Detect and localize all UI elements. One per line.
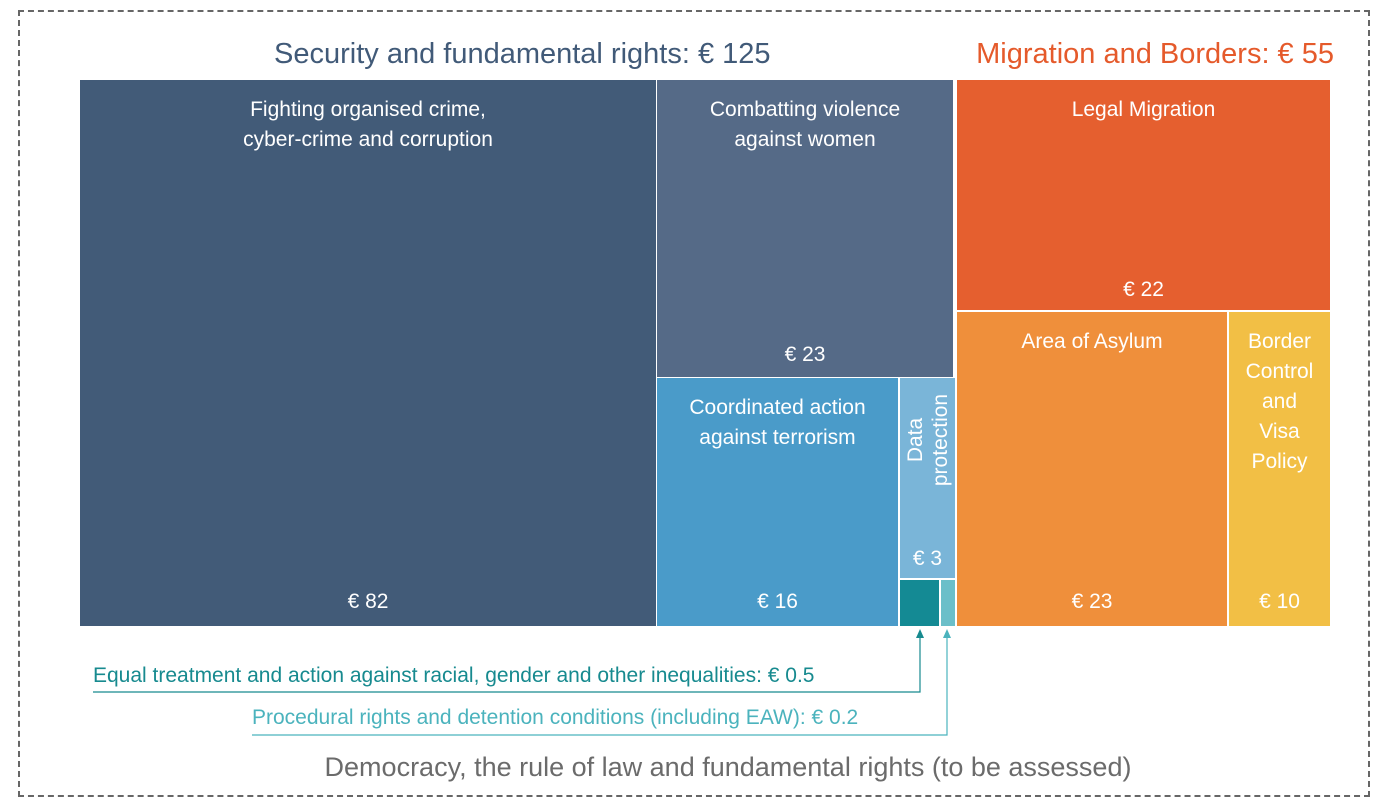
cell-label: Legal Migration xyxy=(1071,98,1216,121)
cell-label: Coordinated action against terrorism xyxy=(689,396,866,449)
frame xyxy=(18,10,1370,797)
cell-label: Data protection xyxy=(903,393,952,487)
treemap-cell xyxy=(941,580,955,626)
annotation: Procedural rights and detention conditio… xyxy=(252,706,859,729)
leader-line xyxy=(252,632,948,736)
value-label: € 23 xyxy=(784,343,826,366)
cell-label: Fighting organised crime, cyber-crime an… xyxy=(243,98,493,151)
treemap-cell xyxy=(900,580,939,626)
arrow xyxy=(943,629,951,638)
cell-label: Area of Asylum xyxy=(1021,330,1163,353)
annotation: Equal treatment and action against racia… xyxy=(93,664,815,687)
cell-label: Border Control and Visa Policy xyxy=(1245,330,1314,473)
value-label: € 16 xyxy=(757,590,798,613)
group-title: Security and fundamental rights: € 125 xyxy=(274,38,771,70)
value-label: € 3 xyxy=(912,547,943,570)
group-title: Migration and Borders: € 55 xyxy=(976,38,1334,70)
value-label: € 23 xyxy=(1071,590,1113,613)
treemap-cell: Combatting violence against women € 23 xyxy=(657,80,953,377)
treemap-cell: Coordinated action against terrorism € 16 xyxy=(657,378,898,626)
treemap-cell: Legal Migration € 22 xyxy=(957,80,1330,310)
arrow xyxy=(916,629,924,638)
cell-label: Combatting violence against women xyxy=(709,98,901,151)
value-label: € 82 xyxy=(347,590,389,613)
caption: Democracy, the rule of law and fundament… xyxy=(324,752,1132,782)
value-label: € 10 xyxy=(1259,590,1300,613)
treemap-cell: Border Control and Visa Policy € 10 xyxy=(1229,312,1330,626)
treemap-cell: Data protection € 3 xyxy=(900,378,955,578)
leader-line xyxy=(93,632,921,693)
value-label: € 22 xyxy=(1123,278,1164,301)
treemap-cell: Fighting organised crime, cyber-crime an… xyxy=(80,80,656,626)
treemap-cell: Area of Asylum € 23 xyxy=(957,312,1227,626)
